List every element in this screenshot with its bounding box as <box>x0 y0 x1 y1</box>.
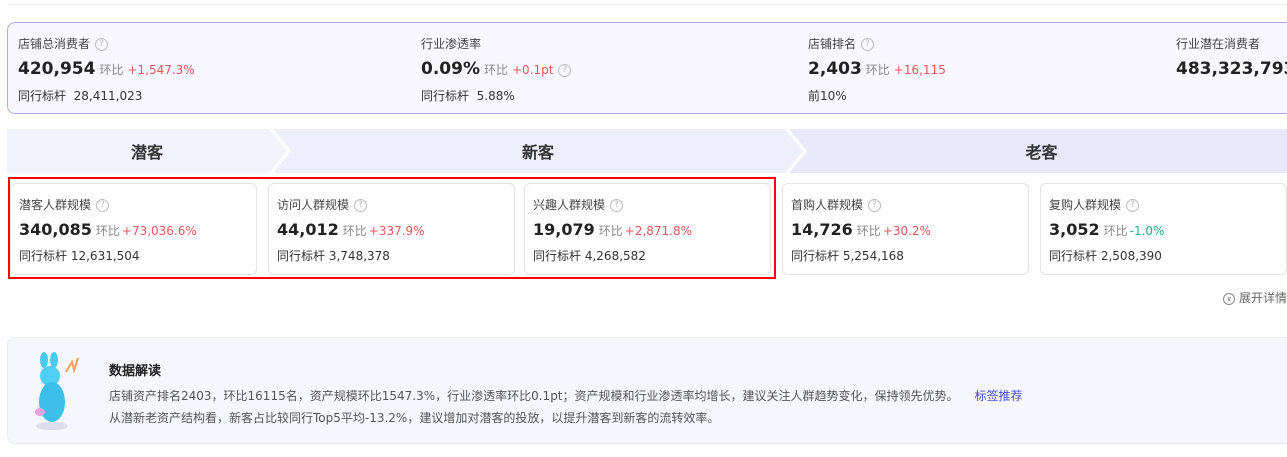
card-label: 潜客人群规模 <box>19 198 92 212</box>
mom-change: +2,871.8% <box>624 224 693 238</box>
stage-bar: 潜客 新客 老客 <box>7 129 1287 173</box>
mom-label: 环比 <box>856 224 881 238</box>
help-icon[interactable]: ? <box>868 199 882 212</box>
card-label: 兴趣人群规模 <box>533 198 606 212</box>
card-value: 14,726 <box>791 220 853 239</box>
insight-text: 店铺资产排名2403，环比16115名，资产规模环比1547.3%，行业渗透率环… <box>109 389 959 403</box>
bench-label: 同行标杆 <box>19 249 68 263</box>
mascot-icon <box>35 352 79 430</box>
bench-value: 12,631,504 <box>70 249 140 263</box>
bench-value: 前10% <box>808 89 847 103</box>
mom-label: 环比 <box>99 63 124 77</box>
mom-label: 环比 <box>342 224 367 238</box>
mom-change: +337.9% <box>368 224 425 238</box>
expand-label: 展开详情 <box>1238 291 1287 305</box>
highlight-box <box>8 177 776 279</box>
stage-old: 老客 <box>789 129 1287 173</box>
insight-text: 从潜新老资产结构看，新客占比较同行Top5平均-13.2%，建议增加对潜客的投放… <box>109 411 720 425</box>
mom-label: 环比 <box>483 63 508 77</box>
help-icon[interactable]: ? <box>1126 199 1140 212</box>
metric-value: 0.09% <box>421 59 480 79</box>
audience-card: 复购人群规模? 3,052 环比 -1.0% 同行标杆 2,508,390 <box>1040 183 1287 275</box>
card-label: 访问人群规模 <box>277 198 350 212</box>
summary-panel: 店铺总消费者? 420,954 环比 +1,547.3% 同行标杆 28,411,0… <box>7 22 1287 114</box>
metric-potential: 行业潜在消费者 483,323,793 <box>1176 35 1287 79</box>
metric-total-consumers: 店铺总消费者? 420,954 环比 +1,547.3% 同行标杆 28,411,0… <box>18 35 195 104</box>
help-icon[interactable]: ? <box>95 38 109 51</box>
stage-new: 新客 <box>273 129 803 173</box>
mom-change: +73,036.6% <box>121 224 197 238</box>
help-icon[interactable]: ? <box>861 38 875 51</box>
card-label: 首购人群规模 <box>791 198 864 212</box>
bench-label: 同行标杆 <box>277 249 326 263</box>
mom-label: 环比 <box>1103 224 1128 238</box>
metric-label: 行业潜在消费者 <box>1176 37 1261 51</box>
mom-label: 环比 <box>865 63 890 77</box>
metric-label: 行业渗透率 <box>421 37 482 51</box>
metric-rank: 店铺排名? 2,403 环比 +16,115 前10% <box>808 35 946 104</box>
metric-penetration: 行业渗透率 0.09% 环比 +0.1pt? 同行标杆 5.88% <box>421 35 572 104</box>
metric-value: 483,323,793 <box>1176 59 1287 79</box>
mom-change: +1,547.3% <box>127 63 195 77</box>
expand-details-button[interactable]: ∨ 展开详情 <box>1223 289 1287 306</box>
help-icon[interactable]: ? <box>354 199 368 212</box>
top-divider <box>7 4 1287 5</box>
stage-potential: 潜客 <box>7 129 287 173</box>
mom-change: +0.1pt <box>512 63 554 77</box>
audience-card: 首购人群规模? 14,726 环比 +30.2% 同行标杆 5,254,168 <box>782 183 1029 275</box>
metric-value: 420,954 <box>18 59 96 79</box>
mom-change: +16,115 <box>893 63 946 77</box>
bench-value: 4,268,582 <box>584 249 646 263</box>
audience-card: 潜客人群规模? 340,085 环比 +73,036.6% 同行标杆 12,631,… <box>10 183 257 275</box>
tag-recommend-link[interactable]: 标签推荐 <box>974 389 1023 403</box>
card-label: 复购人群规模 <box>1049 198 1122 212</box>
bench-value: 5.88% <box>476 89 515 103</box>
insight-title: 数据解读 <box>109 364 162 379</box>
mom-label: 环比 <box>598 224 623 238</box>
help-icon[interactable]: ? <box>610 199 624 212</box>
bench-value: 3,748,378 <box>328 249 390 263</box>
mom-label: 环比 <box>95 224 120 238</box>
audience-card: 访问人群规模? 44,012 环比 +337.9% 同行标杆 3,748,378 <box>268 183 515 275</box>
bench-label: 同行标杆 <box>533 249 582 263</box>
bench-value: 28,411,023 <box>73 89 143 103</box>
bench-label: 同行标杆 <box>18 89 67 103</box>
metric-value: 2,403 <box>808 59 862 79</box>
bench-value: 5,254,168 <box>842 249 904 263</box>
metric-label: 店铺总消费者 <box>18 37 91 51</box>
chevron-down-circle-icon: ∨ <box>1223 292 1236 305</box>
help-icon[interactable]: ? <box>558 64 572 77</box>
insight-panel: 数据解读 店铺资产排名2403，环比16115名，资产规模环比1547.3%，行… <box>7 337 1287 444</box>
metric-label: 店铺排名 <box>808 37 857 51</box>
card-value: 19,079 <box>533 220 595 239</box>
help-icon[interactable]: ? <box>96 199 110 212</box>
bench-label: 同行标杆 <box>1049 249 1098 263</box>
bench-value: 2,508,390 <box>1100 249 1162 263</box>
mom-change: -1.0% <box>1129 224 1165 238</box>
bench-label: 同行标杆 <box>791 249 840 263</box>
card-value: 44,012 <box>277 220 339 239</box>
mom-change: +30.2% <box>882 224 931 238</box>
bench-label: 同行标杆 <box>421 89 470 103</box>
card-value: 340,085 <box>19 220 92 239</box>
card-value: 3,052 <box>1049 220 1100 239</box>
audience-card: 兴趣人群规模? 19,079 环比 +2,871.8% 同行标杆 4,268,582 <box>524 183 771 275</box>
